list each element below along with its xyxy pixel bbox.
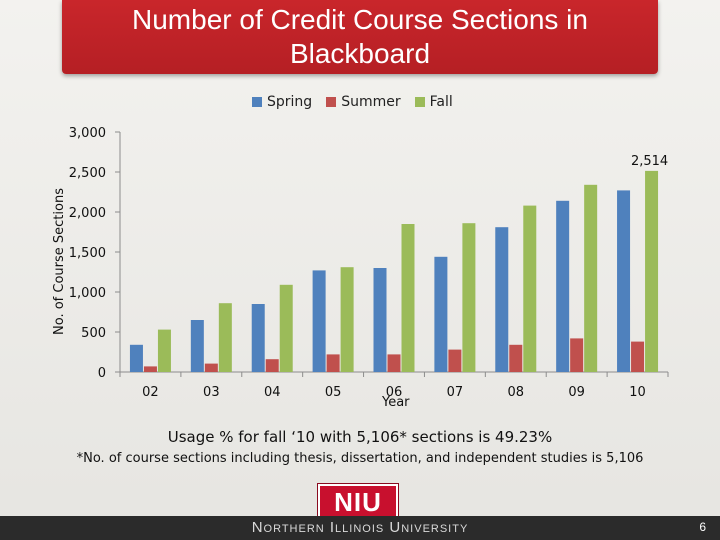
bar-spring-06: [373, 268, 387, 372]
y-tick-label: 1,000: [69, 286, 106, 301]
y-tick-label: 500: [81, 326, 106, 341]
x-tick-label: 02: [142, 385, 159, 400]
bar-summer-09: [570, 338, 584, 372]
bar-spring-08: [495, 227, 509, 372]
bar-chart: 0 500 1,000 1,500 2,000 2,500 3,000 02 03 04 05 06 0…: [69, 126, 669, 400]
x-tick-label: 05: [325, 385, 342, 400]
legend-item-spring: Spring: [252, 94, 312, 110]
bar-summer-05: [326, 354, 340, 372]
y-tick-label: 1,500: [69, 246, 106, 261]
bar-fall-02: [157, 329, 171, 372]
bar-spring-07: [434, 256, 448, 372]
x-tick-label: 07: [447, 385, 464, 400]
data-label: 2,514: [631, 154, 668, 169]
y-tick-label: 2,000: [69, 206, 106, 221]
bar-fall-10: [645, 170, 659, 372]
page-number: 6: [699, 520, 706, 534]
x-tick-label: 06: [386, 385, 403, 400]
bar-fall-08: [523, 205, 537, 372]
bar-spring-02: [129, 344, 143, 372]
bar-spring-09: [556, 200, 570, 372]
legend-swatch-spring: [252, 97, 262, 107]
bar-summer-06: [387, 354, 401, 372]
y-tick-label: 2,500: [69, 166, 106, 181]
chart-legend: Spring Summer Fall: [252, 94, 453, 110]
bar-summer-10: [631, 341, 645, 372]
niu-logo: NIU: [318, 484, 398, 520]
legend-label-fall: Fall: [429, 94, 453, 110]
bar-fall-05: [340, 267, 354, 372]
legend-item-summer: Summer: [326, 94, 401, 110]
x-tick-label: 08: [508, 385, 525, 400]
bar-summer-03: [204, 363, 218, 372]
x-tick-label: 04: [264, 385, 281, 400]
legend-swatch-summer: [326, 97, 337, 107]
bar-fall-09: [584, 184, 598, 372]
usage-note: Usage % for fall ‘10 with 5,106* section…: [167, 428, 553, 446]
bar-fall-07: [462, 223, 476, 372]
bar-spring-10: [617, 190, 631, 372]
bar-fall-03: [218, 303, 232, 372]
legend-label-summer: Summer: [341, 94, 401, 110]
slide-title: Number of Credit Course Sections in Blac…: [132, 4, 588, 69]
bar-fall-06: [401, 224, 415, 372]
x-tick-label: 03: [203, 385, 220, 400]
x-tick-label: 09: [568, 385, 585, 400]
footnote: *No. of course sections including thesis…: [76, 451, 644, 466]
footer-bar: Northern Illinois University 6: [0, 516, 720, 540]
bar-spring-03: [190, 320, 204, 372]
title-banner: Number of Credit Course Sections in Blac…: [62, 0, 658, 74]
x-axis-label: Year: [382, 395, 410, 410]
y-tick-label: 3,000: [69, 126, 106, 141]
bar-fall-04: [279, 284, 293, 372]
legend-swatch-fall: [414, 97, 425, 107]
legend-item-fall: Fall: [414, 94, 453, 110]
bar-spring-04: [251, 304, 265, 372]
bar-summer-04: [265, 359, 279, 372]
bar-spring-05: [312, 270, 326, 372]
bar-summer-02: [143, 366, 157, 372]
bar-summer-07: [448, 349, 462, 372]
bar-summer-08: [509, 344, 523, 372]
footer-university-name: Northern Illinois University: [251, 519, 469, 536]
legend-label-spring: Spring: [267, 94, 313, 110]
x-tick-label: 10: [629, 385, 646, 400]
y-tick-label: 0: [98, 366, 106, 381]
